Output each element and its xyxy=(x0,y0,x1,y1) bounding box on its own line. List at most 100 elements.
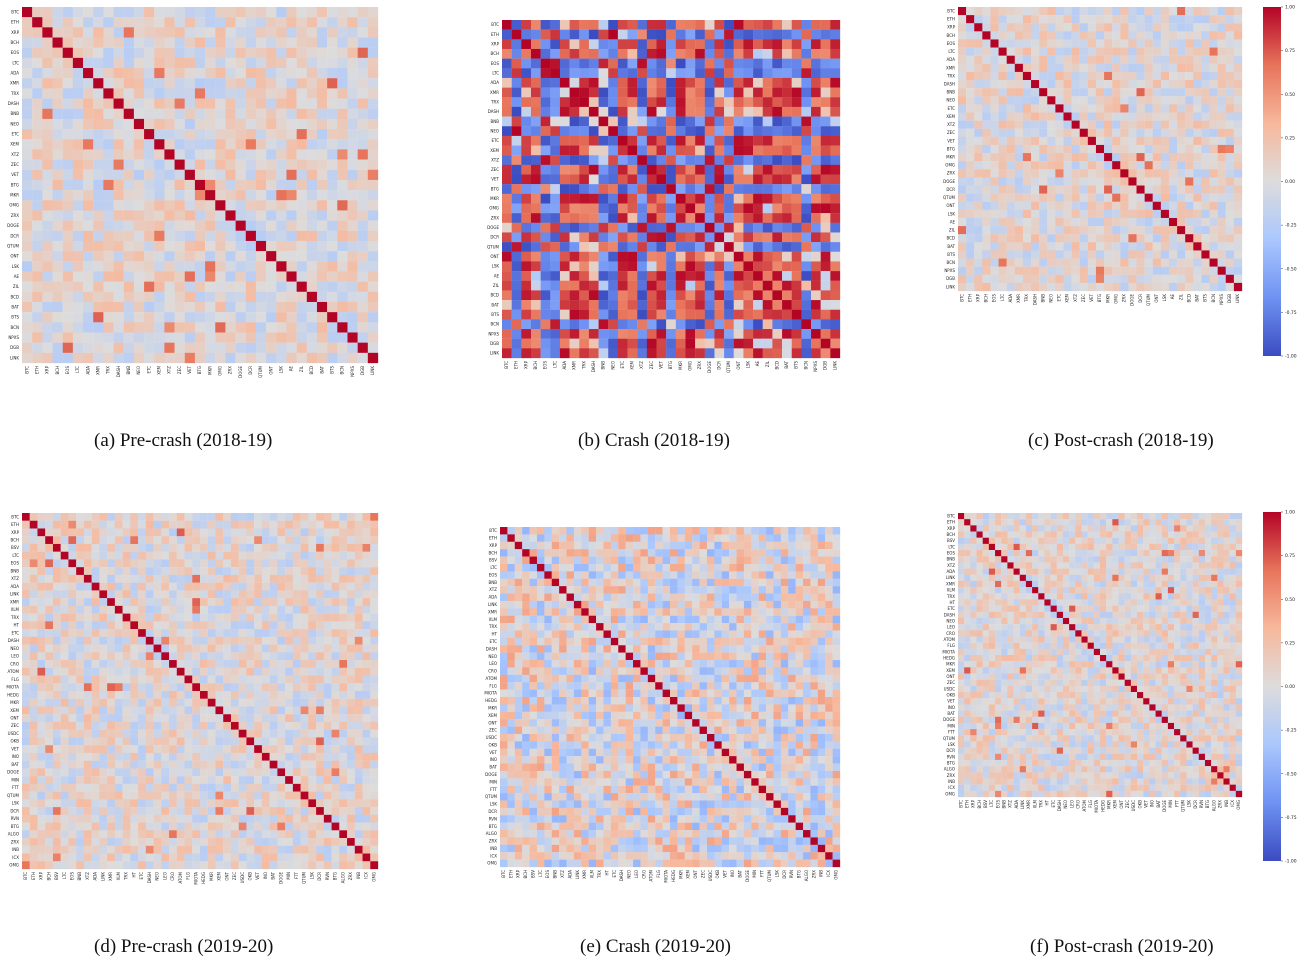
heatmap-cell xyxy=(743,271,754,281)
heatmap-cell xyxy=(1047,55,1056,64)
heatmap-cell xyxy=(1071,201,1080,210)
x-tick-label: XRP xyxy=(975,293,980,302)
heatmap-cell xyxy=(215,342,226,353)
heatmap-cell xyxy=(296,210,307,221)
heatmap-cell xyxy=(1193,274,1202,284)
heatmap-cell xyxy=(103,139,114,150)
heatmap-cell xyxy=(308,543,317,552)
heatmap-cell xyxy=(530,164,541,175)
heatmap-cell xyxy=(733,126,744,137)
heatmap-cell xyxy=(958,63,967,73)
heatmap-cell xyxy=(42,149,53,160)
heatmap-cell xyxy=(145,543,154,552)
heatmap-cell xyxy=(308,590,317,599)
heatmap-cell xyxy=(521,20,532,30)
heatmap-cell xyxy=(1136,161,1145,170)
heatmap-cell xyxy=(296,139,307,150)
heatmap-cell xyxy=(113,291,124,303)
x-tick-label: LSK xyxy=(745,361,750,369)
heatmap-cell xyxy=(354,667,363,676)
heatmap-cell xyxy=(184,169,196,181)
heatmap-cell xyxy=(550,290,561,301)
heatmap-cell xyxy=(276,129,287,140)
heatmap-cell xyxy=(733,271,744,281)
heatmap-cell xyxy=(223,683,232,692)
heatmap-cell xyxy=(1006,144,1015,154)
heatmap-cell xyxy=(254,629,263,637)
heatmap-cell xyxy=(276,271,287,282)
heatmap-cell xyxy=(107,629,116,637)
heatmap-cell xyxy=(1233,161,1243,170)
heatmap-cell xyxy=(22,159,33,170)
heatmap-cell xyxy=(695,193,705,204)
heatmap-cell xyxy=(337,200,348,211)
heatmap-cell xyxy=(122,520,131,529)
heatmap-cell xyxy=(45,582,54,591)
heatmap-cell xyxy=(782,106,792,117)
x-tick-label: VET xyxy=(1089,293,1094,301)
heatmap-cell xyxy=(1209,128,1218,137)
heatmap-cell xyxy=(675,58,686,69)
heatmap-cell xyxy=(32,190,43,201)
heatmap-cell xyxy=(83,281,94,292)
heatmap-cell xyxy=(357,352,368,364)
y-tick-label: MKR xyxy=(946,155,955,160)
heatmap-cell xyxy=(791,261,802,272)
heatmap-cell xyxy=(1152,153,1161,162)
heatmap-cell xyxy=(103,57,114,69)
heatmap-cell xyxy=(990,250,999,259)
heatmap-cell xyxy=(743,164,754,175)
heatmap-cell xyxy=(308,652,317,661)
heatmap-cell xyxy=(1120,234,1129,243)
heatmap-cell xyxy=(695,116,705,127)
heatmap-cell xyxy=(164,281,175,292)
heatmap-cell xyxy=(1055,201,1064,210)
heatmap-cell xyxy=(22,613,30,622)
heatmap-cell xyxy=(296,17,307,28)
heatmap-cell xyxy=(569,164,580,175)
heatmap-cell xyxy=(1031,39,1040,48)
heatmap-cell xyxy=(782,97,792,108)
heatmap-cell xyxy=(133,179,145,191)
heatmap-cell xyxy=(362,543,371,552)
heatmap-cell xyxy=(656,126,667,137)
heatmap-cell xyxy=(277,559,286,568)
heatmap-cell xyxy=(1087,144,1097,154)
heatmap-cell xyxy=(772,213,783,223)
heatmap-cell xyxy=(230,683,239,692)
heatmap-cell xyxy=(998,31,1007,40)
heatmap-cell xyxy=(323,613,332,622)
heatmap-cell xyxy=(1055,63,1064,73)
heatmap-cell xyxy=(1209,144,1218,154)
heatmap-cell xyxy=(347,240,358,252)
heatmap-cell xyxy=(52,240,63,252)
heatmap-cell xyxy=(176,621,185,630)
heatmap-cell xyxy=(1160,47,1170,56)
heatmap-cell xyxy=(245,342,257,353)
heatmap-cell xyxy=(52,179,63,191)
heatmap-cell xyxy=(161,551,170,560)
heatmap-cell xyxy=(743,319,754,330)
heatmap-cell xyxy=(1120,282,1129,292)
heatmap-cell xyxy=(62,342,74,353)
heatmap-cell xyxy=(656,203,667,214)
heatmap-cell xyxy=(1087,209,1097,219)
heatmap-cell xyxy=(223,605,232,614)
heatmap-cell xyxy=(1168,217,1178,227)
heatmap-cell xyxy=(550,77,561,88)
heatmap-cell xyxy=(579,155,590,166)
heatmap-cell xyxy=(107,543,116,552)
heatmap-cell xyxy=(627,338,638,349)
heatmap-cell xyxy=(1087,153,1097,162)
heatmap-cell xyxy=(331,644,340,653)
heatmap-cell xyxy=(550,106,561,117)
heatmap-cell xyxy=(1185,63,1194,73)
heatmap-cell xyxy=(114,567,123,576)
heatmap-cell xyxy=(205,108,216,120)
heatmap-cell xyxy=(138,513,146,521)
heatmap-cell xyxy=(347,551,355,560)
heatmap-cell xyxy=(1177,112,1186,121)
heatmap-cell xyxy=(608,300,619,310)
heatmap-cell xyxy=(107,621,116,630)
heatmap-cell xyxy=(588,232,599,243)
